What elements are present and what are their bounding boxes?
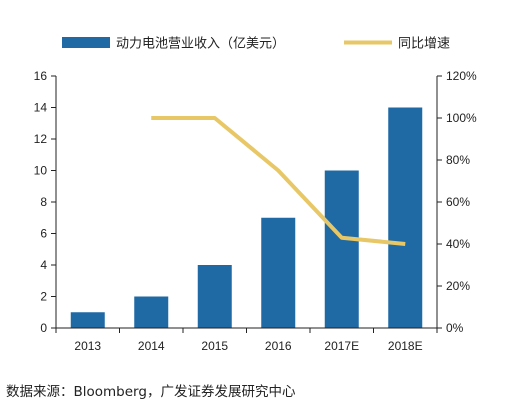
y-left-tick-label: 0	[40, 321, 47, 335]
chart: 动力电池营业收入（亿美元） 同比增速 0 2 4 6 8 10 12 14 16 0% 20% 40%…	[34, 37, 477, 354]
bar-2017E	[324, 170, 359, 328]
bar-2014	[134, 296, 169, 328]
x-tick-label: 2018E	[388, 339, 423, 353]
y-right-tick-label: 20%	[446, 279, 470, 293]
y-right-tick-label: 100%	[446, 111, 477, 125]
x-tick-label: 2017E	[324, 339, 359, 353]
y-left-tick-label: 8	[40, 195, 47, 209]
bar-2018E	[388, 107, 423, 328]
y-left-tick-label: 2	[40, 290, 47, 304]
bar-2016	[261, 217, 296, 328]
y-right-tick-label: 80%	[446, 153, 470, 167]
y-right-tick-label: 0%	[446, 321, 464, 335]
x-tick-label: 2014	[138, 339, 165, 353]
y-right-tick-label: 40%	[446, 237, 470, 251]
y-right-tick-label: 120%	[446, 69, 477, 83]
y-left-tick-label: 12	[34, 132, 48, 146]
source-note: 数据来源：Bloomberg，广发证券发展研究中心	[6, 384, 296, 400]
y-left-tick-label: 6	[40, 227, 47, 241]
x-tick-label: 2013	[74, 339, 101, 353]
y-left-tick-label: 16	[34, 69, 48, 83]
legend-label-growth: 同比增速	[398, 37, 450, 52]
legend-label-revenue: 动力电池营业收入（亿美元）	[116, 37, 285, 52]
x-tick-label: 2015	[201, 339, 228, 353]
plot-area: 0 2 4 6 8 10 12 14 16 0% 20% 40% 60% 80% 100% 120% 2013 2…	[34, 69, 477, 353]
y-right-tick-label: 60%	[446, 195, 470, 209]
bar-2015	[197, 265, 232, 328]
legend-swatch-revenue	[62, 37, 110, 48]
legend: 动力电池营业收入（亿美元） 同比增速	[62, 37, 450, 52]
y-left-tick-label: 10	[34, 164, 48, 178]
x-tick-label: 2016	[265, 339, 292, 353]
bar-2013	[70, 312, 105, 328]
y-left-tick-label: 14	[34, 101, 48, 115]
y-left-tick-label: 4	[40, 258, 47, 272]
